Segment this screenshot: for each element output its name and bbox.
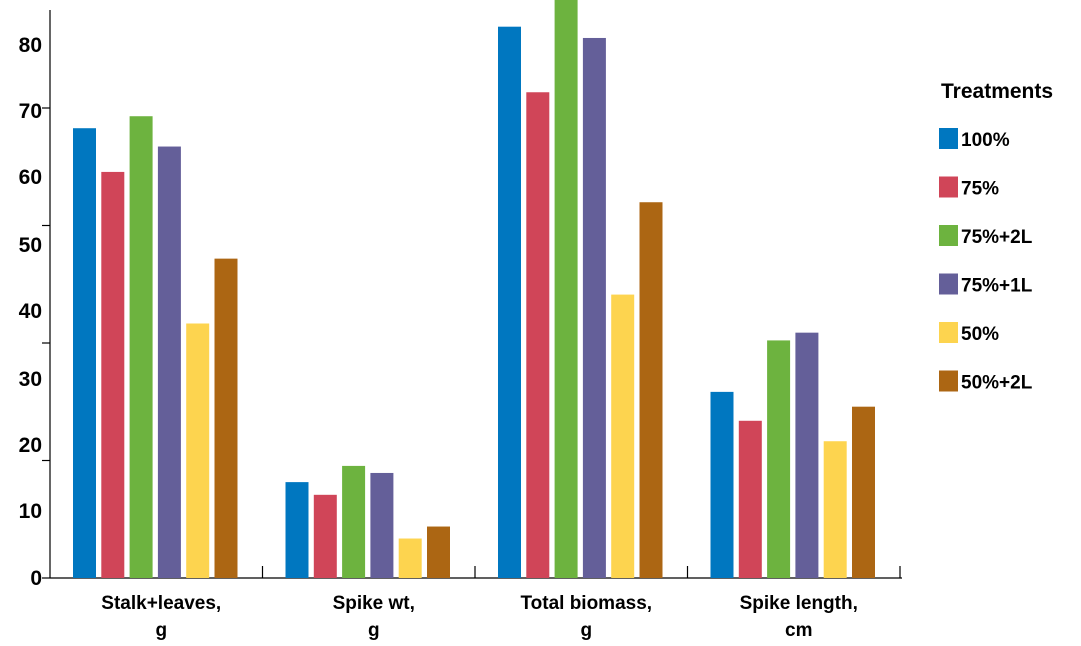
bars — [73, 0, 875, 579]
legend-label: 100% — [961, 130, 1010, 151]
x-category-label: g — [368, 620, 380, 641]
x-category-label: Total biomass, — [520, 593, 652, 614]
legend-swatch — [939, 128, 958, 149]
bar — [101, 171, 125, 579]
bar — [129, 116, 153, 578]
bar — [852, 406, 875, 578]
x-category-label: Spike length, — [740, 593, 858, 614]
bar — [398, 538, 422, 578]
bar — [795, 332, 819, 578]
legend-title: Treatments — [941, 80, 1053, 103]
bar — [611, 294, 635, 578]
y-tick-label: 0 — [30, 567, 42, 590]
y-tick-label: 70 — [19, 100, 42, 123]
bar — [738, 420, 762, 578]
bar — [582, 37, 606, 579]
bar — [639, 202, 663, 579]
bar — [427, 526, 450, 578]
legend-label: 50%+2L — [961, 373, 1033, 394]
x-category-label: cm — [785, 620, 812, 641]
legend-label: 50% — [961, 324, 999, 345]
bar — [710, 391, 734, 578]
legend-swatch — [939, 322, 958, 343]
legend-swatch — [939, 225, 958, 246]
bar — [342, 465, 366, 578]
legend-label: 75% — [961, 179, 999, 200]
x-category-label: Spike wt, — [333, 593, 415, 614]
bar — [526, 92, 550, 578]
tick-labels: 0 10 20 30 40 50 60 70 80 Stalk+leaves, g Spike wt,… — [19, 34, 858, 641]
x-category-label: g — [580, 620, 592, 641]
y-tick-label: 30 — [19, 368, 42, 391]
legend-swatch — [939, 273, 958, 295]
y-tick-label: 50 — [19, 234, 42, 257]
bar — [214, 258, 238, 578]
bar — [186, 323, 210, 578]
y-tick-label: 20 — [19, 434, 42, 457]
legend-swatch — [939, 176, 958, 198]
legend-label: 75%+2L — [961, 227, 1033, 248]
bar — [823, 441, 847, 578]
y-tick-label: 80 — [19, 34, 42, 57]
bar — [157, 146, 181, 579]
y-tick-label: 40 — [19, 300, 42, 323]
bar — [498, 26, 521, 578]
bar — [285, 482, 309, 578]
x-category-label: Stalk+leaves, — [101, 593, 221, 614]
legend: Treatments 100% 75% 75%+2L 75%+1L 50% 50%+2L — [939, 80, 1053, 394]
x-category-label: g — [155, 620, 167, 641]
bar — [554, 0, 578, 578]
legend-swatch — [939, 370, 958, 392]
bar — [73, 128, 96, 578]
y-tick-label: 60 — [19, 166, 42, 189]
y-tick-label: 10 — [19, 500, 42, 523]
bar — [313, 494, 337, 578]
bar — [370, 472, 394, 578]
legend-label: 75%+1L — [961, 276, 1033, 297]
bar — [767, 340, 791, 578]
